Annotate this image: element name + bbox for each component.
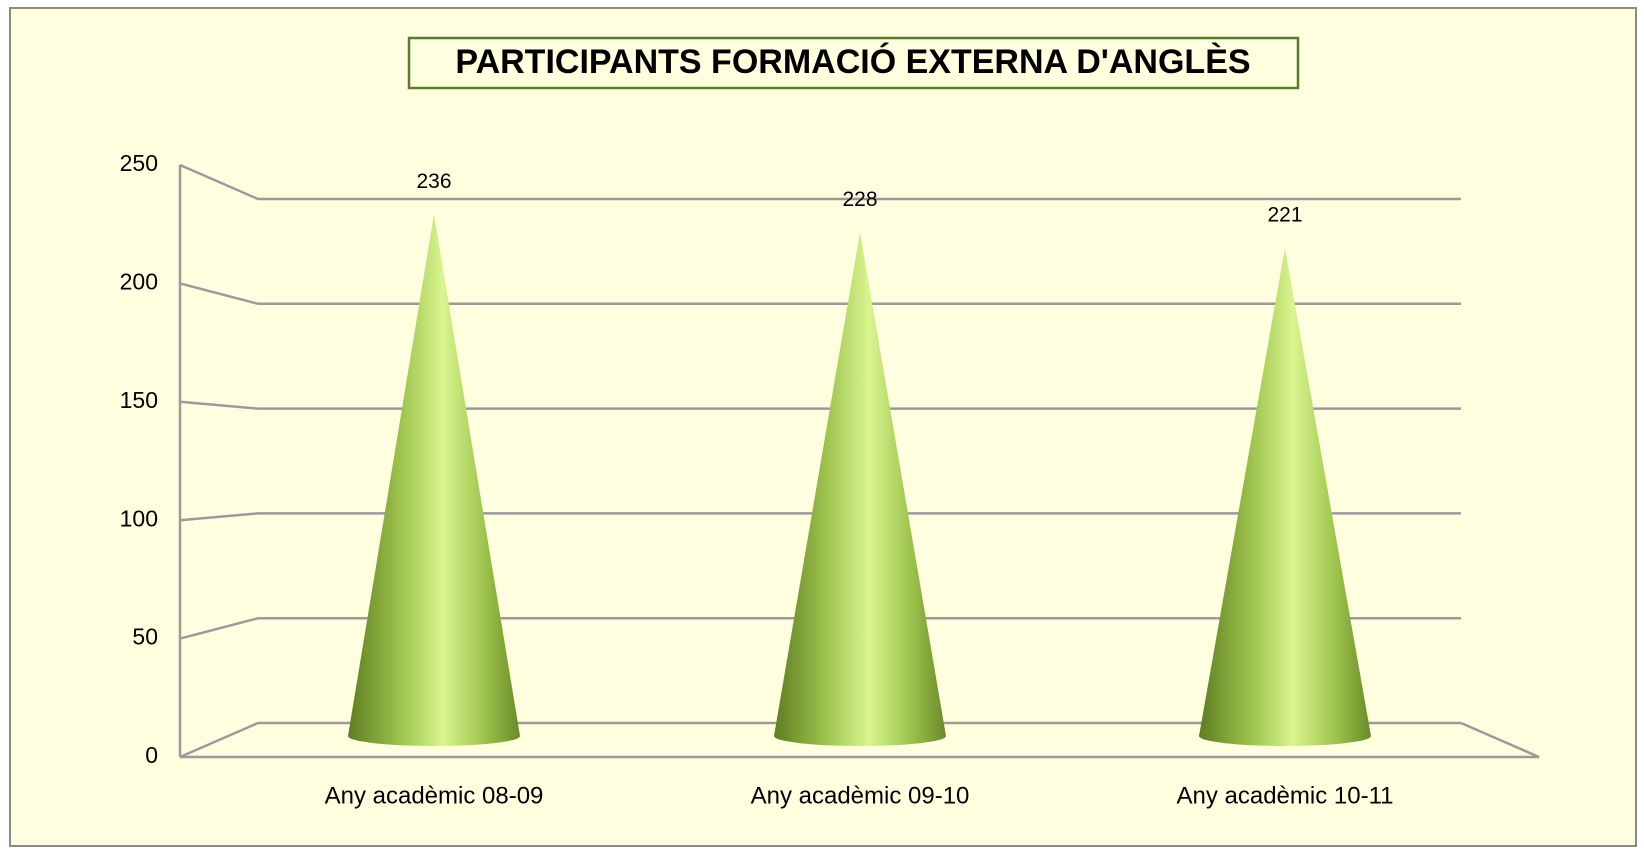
grid-line xyxy=(179,163,1461,201)
grid-line xyxy=(179,282,1461,306)
data-label: 236 xyxy=(416,170,451,193)
chart-title: PARTICIPANTS FORMACIÓ EXTERNA D'ANGLÈS xyxy=(455,43,1250,81)
data-label: 221 xyxy=(1267,204,1302,227)
floor xyxy=(180,721,1540,759)
grid-line xyxy=(179,721,1461,759)
cone xyxy=(348,214,520,746)
x-tick-label: Any acadèmic 09-10 xyxy=(751,782,970,809)
title-box xyxy=(407,36,1300,90)
cone xyxy=(774,232,946,747)
grid-line xyxy=(179,512,1461,522)
y-tick-label: 200 xyxy=(120,268,158,294)
y-tick-label: 0 xyxy=(145,742,158,768)
x-tick-label: Any acadèmic 10-11 xyxy=(1176,782,1393,809)
y-tick-label: 50 xyxy=(132,624,158,650)
y-tick-label: 150 xyxy=(120,387,158,413)
grid-line xyxy=(179,616,1461,640)
y-tick-label: 100 xyxy=(120,505,158,531)
grid-line xyxy=(179,400,1461,410)
data-label: 228 xyxy=(842,188,877,211)
cone xyxy=(1199,248,1371,747)
x-tick-label: Any acadèmic 08-09 xyxy=(325,782,544,809)
y-tick-label: 250 xyxy=(120,150,158,176)
